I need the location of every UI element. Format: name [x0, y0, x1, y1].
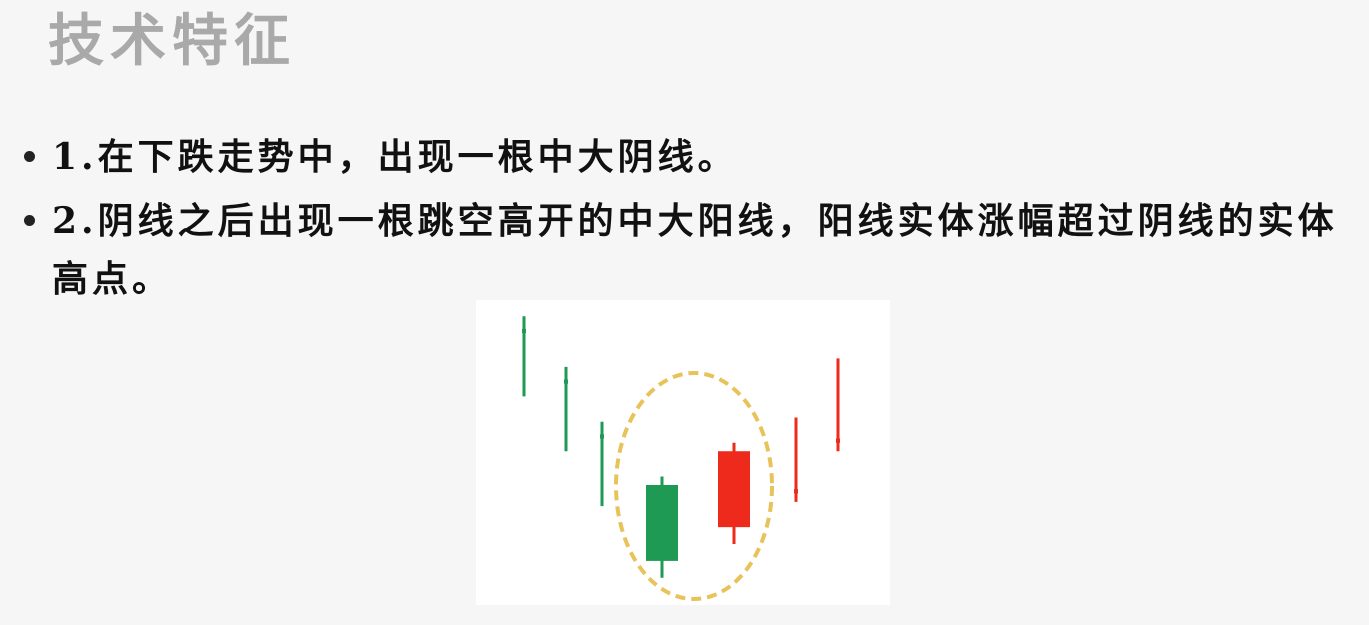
candle-body	[522, 328, 526, 334]
bullet-dot-icon	[24, 151, 35, 162]
candle-c5	[718, 442, 750, 545]
candle-body	[794, 489, 798, 494]
candle-body	[836, 438, 840, 443]
candle-body	[646, 484, 678, 561]
candlestick-diagram	[476, 300, 890, 605]
highlight-dashed-ellipse	[614, 371, 774, 601]
diagram-background	[476, 300, 890, 605]
candlestick-svg	[476, 300, 890, 605]
bullet-item-2: 2.阴线之后出现一根跳空高开的中大阳线，阳线实体涨幅超过阴线的实体高点。	[22, 192, 1352, 308]
bullet-text-1: 1.在下跌走势中，出现一根中大阴线。	[52, 136, 738, 178]
bullet-list: 1.在下跌走势中，出现一根中大阴线。 2.阴线之后出现一根跳空高开的中大阳线，阳…	[22, 128, 1352, 308]
slide-title: 技术特征	[48, 9, 296, 74]
candle-body	[600, 434, 604, 439]
candle-c6	[794, 417, 798, 502]
candle-c2	[564, 366, 568, 452]
candle-body	[564, 379, 568, 384]
candle-c1	[522, 316, 526, 397]
candle-c4	[646, 476, 678, 578]
candle-c7	[836, 358, 840, 452]
candle-c3	[600, 421, 604, 507]
candles-layer	[522, 316, 840, 578]
bullet-item-1: 1.在下跌走势中，出现一根中大阴线。	[22, 128, 1352, 186]
candle-body	[718, 451, 750, 528]
bullet-text-2: 2.阴线之后出现一根跳空高开的中大阳线，阳线实体涨幅超过阴线的实体高点。	[52, 200, 1338, 300]
bullet-dot-icon	[24, 215, 35, 226]
